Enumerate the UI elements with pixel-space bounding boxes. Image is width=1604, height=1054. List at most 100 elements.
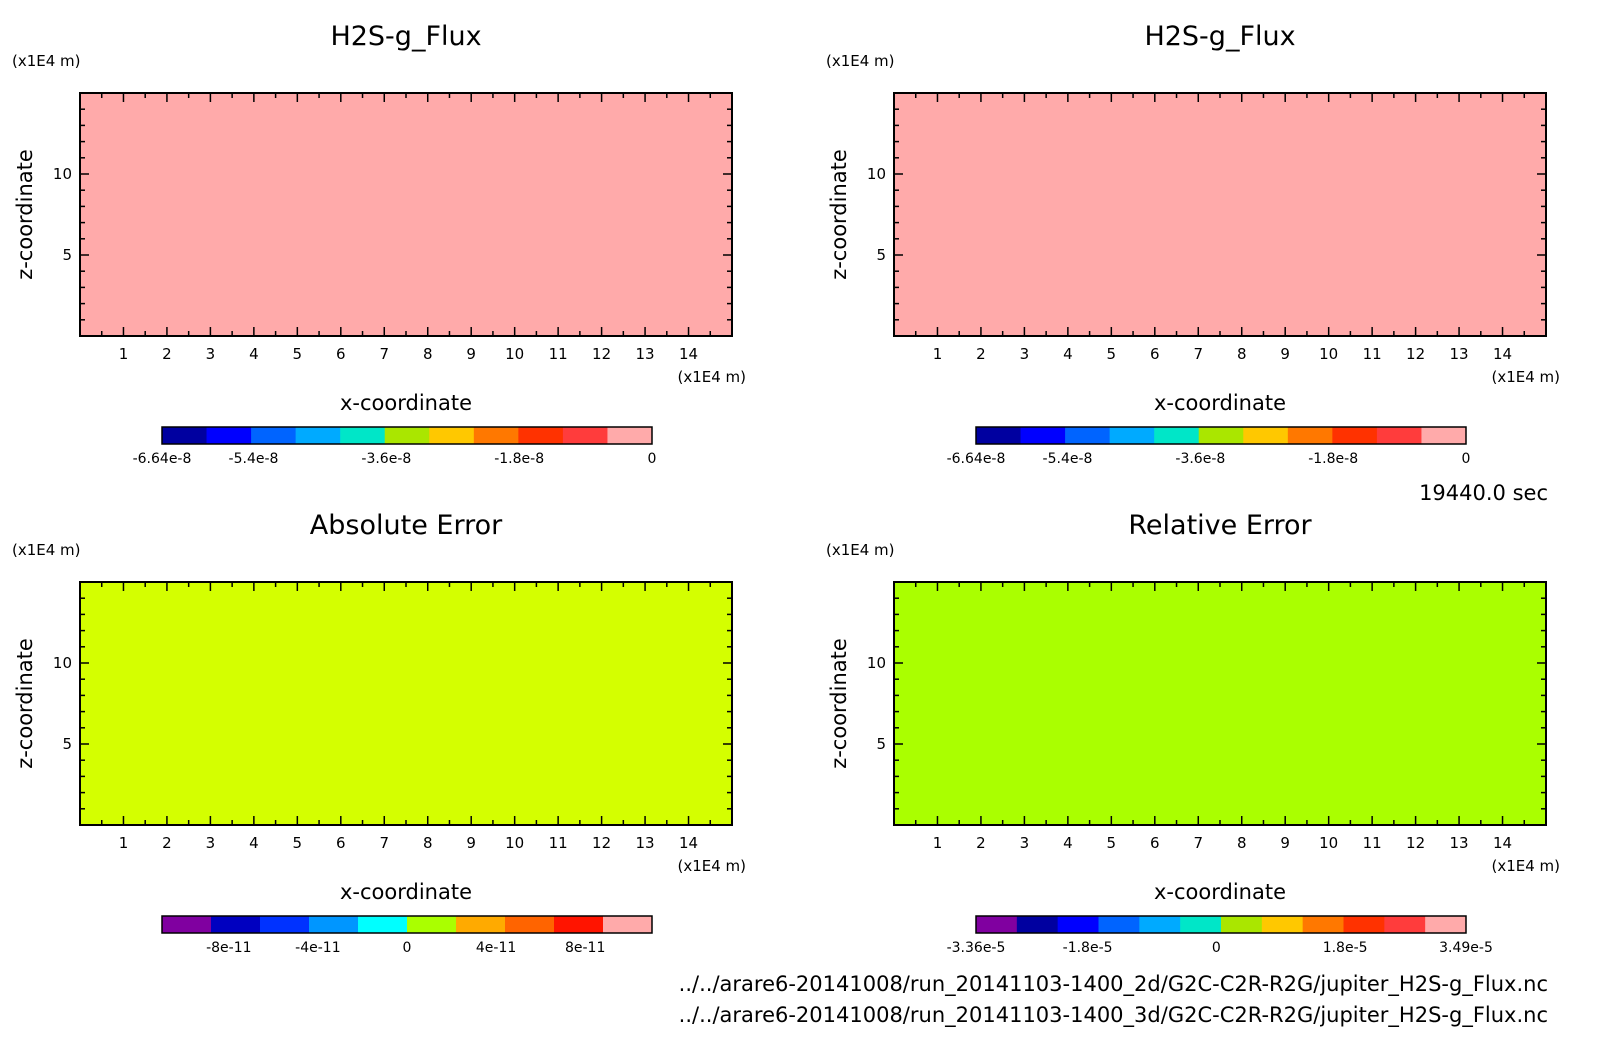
x-tick-label: 7: [1193, 834, 1203, 852]
colorbar-swatch: [162, 916, 212, 933]
colorbar-tick-label: 4e-11: [476, 940, 516, 956]
colorbar-swatch: [456, 916, 506, 933]
colorbar: [161, 915, 653, 934]
colorbar-swatch: [1243, 427, 1289, 444]
colorbar-tick-label: 0: [403, 940, 412, 956]
x-tick-label: 8: [423, 834, 433, 852]
x-tick-label: 6: [1150, 834, 1160, 852]
y-unit-label: (x1E4 m): [12, 52, 81, 70]
chart-title: Absolute Error: [310, 510, 503, 541]
chart-title: Relative Error: [1128, 510, 1312, 541]
x-tick-label: 3: [1020, 345, 1030, 363]
colorbar-swatch: [1261, 916, 1304, 933]
colorbar-tick-label: 3.49e-5: [1439, 940, 1493, 956]
colorbar-swatch: [206, 427, 252, 444]
x-tick-label: 1: [119, 345, 129, 363]
colorbar-swatch: [429, 427, 475, 444]
x-tick-label: 9: [466, 834, 476, 852]
panel-4: [893, 581, 1547, 826]
colorbar-swatch: [562, 427, 608, 444]
colorbar-swatch: [358, 916, 408, 933]
x-tick-label: 2: [976, 345, 986, 363]
x-tick-label: 14: [1493, 345, 1512, 363]
colorbar-tick-label: 0: [648, 451, 657, 467]
x-tick-label: 4: [249, 345, 259, 363]
y-tick-label: 10: [867, 165, 886, 183]
colorbar-swatch: [505, 916, 555, 933]
colorbar-tick-label: -1.8e-5: [1063, 940, 1113, 956]
colorbar-swatch: [1016, 916, 1059, 933]
y-axis-label: z-coordinate: [827, 149, 851, 280]
panel-3: [79, 581, 733, 826]
colorbar-swatch: [1376, 427, 1422, 444]
x-unit-label: (x1E4 m): [677, 368, 746, 386]
time-label: 19440.0 sec: [1419, 481, 1548, 505]
colorbar-tick-label: -5.4e-8: [229, 451, 279, 467]
colorbar-swatch: [1198, 427, 1244, 444]
colorbar-swatch: [1332, 427, 1378, 444]
colorbar-swatch: [518, 427, 564, 444]
colorbar-swatch: [309, 916, 359, 933]
x-tick-label: 10: [1319, 834, 1338, 852]
x-tick-label: 12: [592, 345, 611, 363]
colorbar-tick-label: 8e-11: [565, 940, 605, 956]
x-tick-label: 5: [293, 345, 303, 363]
x-axis-label: x-coordinate: [340, 880, 472, 904]
colorbar-swatch: [1221, 916, 1263, 933]
x-tick-label: 11: [1363, 345, 1382, 363]
x-tick-label: 12: [1406, 834, 1425, 852]
colorbar-swatch: [1384, 916, 1426, 933]
x-tick-label: 3: [206, 834, 216, 852]
x-tick-label: 1: [933, 834, 943, 852]
x-tick-label: 2: [162, 345, 172, 363]
colorbar-swatch: [976, 427, 1022, 444]
file-path-2: ../../arare6-20141008/run_20141103-1400_…: [679, 1003, 1548, 1028]
colorbar-swatch: [162, 427, 208, 444]
x-tick-label: 12: [592, 834, 611, 852]
x-axis-label: x-coordinate: [1154, 391, 1286, 415]
x-tick-label: 9: [466, 345, 476, 363]
colorbar-frame: [975, 426, 1467, 445]
x-tick-label: 3: [206, 345, 216, 363]
x-tick-label: 9: [1280, 834, 1290, 852]
colorbar-swatch: [295, 427, 341, 444]
x-tick-label: 14: [679, 834, 698, 852]
x-tick-label: 9: [1280, 345, 1290, 363]
colorbar-tick-label: -5.4e-8: [1043, 451, 1093, 467]
x-tick-label: 13: [1450, 834, 1469, 852]
colorbar-swatch: [1057, 916, 1099, 933]
colorbar-swatch: [407, 916, 457, 933]
colorbar-tick-label: -1.8e-8: [1308, 451, 1358, 467]
x-tick-label: 8: [1237, 834, 1247, 852]
y-axis-label: z-coordinate: [13, 149, 37, 280]
colorbar-swatch: [1287, 427, 1333, 444]
x-tick-label: 13: [1450, 345, 1469, 363]
colorbar: [161, 426, 653, 445]
colorbar-tick-label: 0: [1212, 940, 1221, 956]
colorbar-swatch: [1109, 427, 1155, 444]
colorbar-tick-label: -4e-11: [295, 940, 340, 956]
colorbar: [975, 915, 1467, 934]
x-tick-label: 6: [336, 345, 346, 363]
colorbar-frame: [975, 915, 1467, 934]
colorbar-tick-label: 1.8e-5: [1323, 940, 1368, 956]
file-path-1: ../../arare6-20141008/run_20141103-1400_…: [679, 972, 1548, 997]
colorbar-swatch: [1154, 427, 1200, 444]
x-axis-label: x-coordinate: [1154, 880, 1286, 904]
heatmap-field: [894, 93, 1546, 336]
colorbar-tick-label: -3.6e-8: [361, 451, 411, 467]
y-unit-label: (x1E4 m): [826, 52, 895, 70]
colorbar-swatch: [1180, 916, 1222, 933]
x-tick-label: 6: [336, 834, 346, 852]
colorbar-swatch: [976, 916, 1018, 933]
x-tick-label: 8: [1237, 345, 1247, 363]
x-tick-label: 4: [1063, 834, 1073, 852]
x-tick-label: 5: [293, 834, 303, 852]
x-tick-label: 10: [1319, 345, 1338, 363]
y-tick-label: 10: [53, 165, 72, 183]
colorbar-swatch: [1098, 916, 1140, 933]
colorbar-swatch: [603, 916, 653, 933]
colorbar-swatch: [473, 427, 519, 444]
colorbar-swatch: [340, 427, 386, 444]
